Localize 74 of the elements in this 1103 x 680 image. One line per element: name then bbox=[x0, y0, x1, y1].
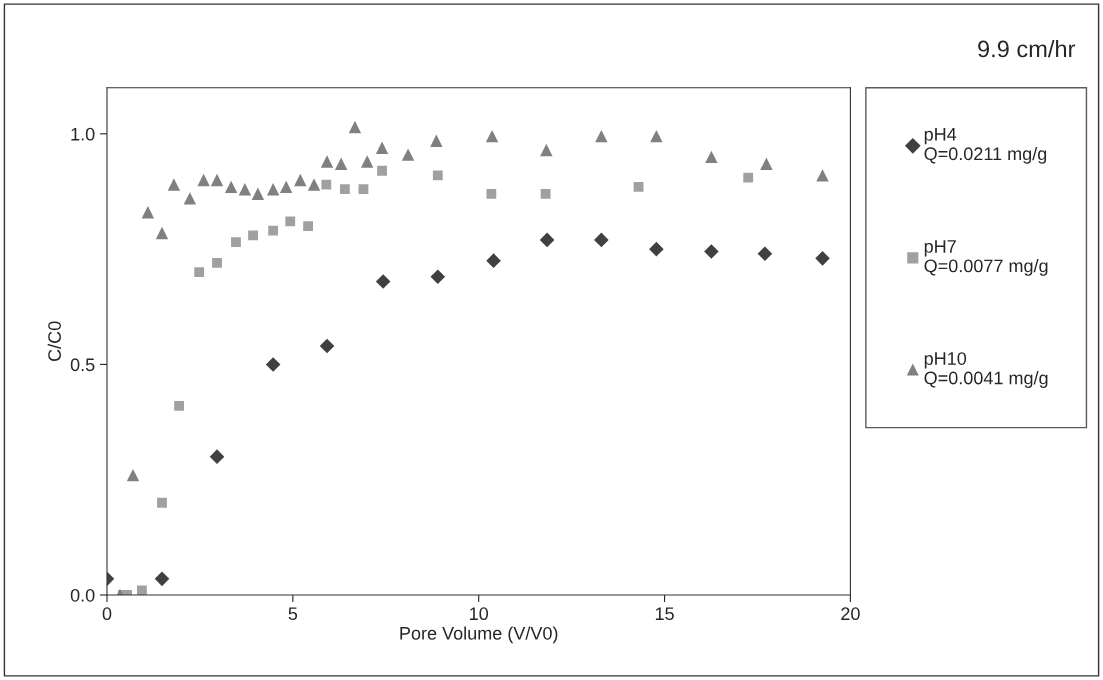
point bbox=[319, 338, 335, 354]
point bbox=[141, 206, 155, 219]
legend-label: pH7 Q=0.0077 mg/g bbox=[924, 240, 1048, 276]
point bbox=[154, 571, 170, 587]
point bbox=[183, 192, 197, 205]
y-tick-label: 0.0 bbox=[70, 588, 95, 602]
point bbox=[816, 169, 829, 182]
point bbox=[485, 129, 499, 143]
x-axis-title: Pore Volume (V/V0) bbox=[400, 626, 558, 644]
x-tick-label: 20 bbox=[841, 607, 860, 621]
text: 9.9 cm/hr bbox=[978, 40, 1076, 58]
point bbox=[194, 267, 205, 278]
point bbox=[360, 155, 374, 168]
point bbox=[704, 244, 719, 259]
point bbox=[743, 172, 754, 183]
point bbox=[212, 258, 222, 268]
point bbox=[268, 225, 279, 236]
x-tick-label: 5 bbox=[288, 607, 298, 621]
point bbox=[294, 173, 307, 187]
point bbox=[197, 173, 210, 187]
point bbox=[210, 173, 224, 187]
point bbox=[265, 357, 281, 372]
point bbox=[486, 253, 501, 268]
point bbox=[375, 274, 391, 289]
point bbox=[594, 232, 609, 248]
x-tick-label: 15 bbox=[655, 607, 674, 621]
point bbox=[540, 188, 551, 199]
point bbox=[334, 157, 348, 171]
point bbox=[137, 585, 147, 595]
x-tick-label: 10 bbox=[470, 607, 489, 621]
point bbox=[266, 182, 280, 196]
point bbox=[285, 216, 296, 227]
point bbox=[540, 143, 553, 157]
point bbox=[157, 497, 167, 508]
point bbox=[209, 449, 225, 464]
point bbox=[377, 165, 387, 176]
point bbox=[815, 251, 830, 266]
point bbox=[633, 181, 644, 192]
legend-label: pH10 Q=0.0041 mg/g bbox=[924, 352, 1048, 388]
point bbox=[539, 232, 555, 248]
y-tick-label: 1.0 bbox=[71, 127, 95, 141]
point bbox=[231, 237, 241, 248]
point bbox=[320, 155, 334, 168]
point bbox=[432, 170, 443, 181]
point bbox=[595, 129, 608, 143]
point bbox=[126, 468, 140, 482]
y-axis-title: C/C0 bbox=[47, 321, 61, 362]
point bbox=[224, 180, 238, 194]
point bbox=[155, 226, 169, 240]
point bbox=[238, 182, 252, 196]
point bbox=[486, 188, 497, 199]
point bbox=[401, 148, 415, 161]
legend-label: pH4 Q=0.0211 mg/g bbox=[924, 128, 1047, 164]
point bbox=[174, 401, 185, 411]
point bbox=[757, 246, 773, 262]
point bbox=[650, 129, 663, 143]
point bbox=[760, 157, 773, 171]
point bbox=[339, 184, 350, 195]
point bbox=[375, 141, 389, 154]
y-tick-label: 0.5 bbox=[70, 358, 95, 372]
point bbox=[251, 187, 265, 200]
point bbox=[358, 184, 369, 195]
point bbox=[307, 178, 321, 191]
point bbox=[430, 269, 446, 285]
point bbox=[348, 120, 362, 134]
point bbox=[321, 179, 332, 190]
point bbox=[279, 180, 293, 194]
x-tick-label: 0 bbox=[102, 607, 112, 621]
point bbox=[167, 178, 181, 191]
point bbox=[649, 241, 664, 257]
point bbox=[430, 134, 443, 147]
point bbox=[303, 221, 313, 231]
point bbox=[248, 230, 258, 241]
point bbox=[705, 150, 718, 164]
